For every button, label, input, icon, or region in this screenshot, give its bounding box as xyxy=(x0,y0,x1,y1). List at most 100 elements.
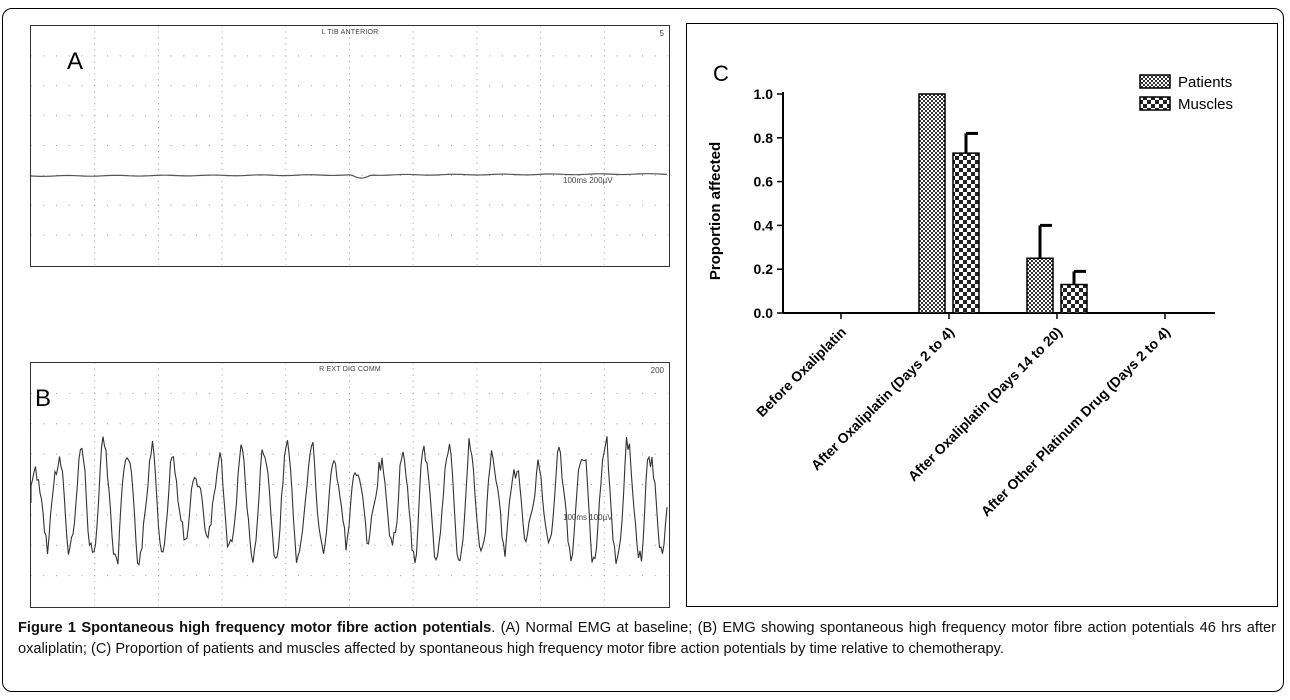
grid-dot xyxy=(412,139,414,141)
grid-dot xyxy=(285,411,287,413)
grid-dot xyxy=(145,575,147,577)
grid-dot xyxy=(667,544,668,546)
emg-b-scale: 100ms 100µV xyxy=(563,513,613,522)
grid-dot xyxy=(349,569,350,571)
grid-dot xyxy=(463,174,465,176)
grid-dot xyxy=(642,145,644,146)
grid-dot xyxy=(412,429,414,431)
grid-dot xyxy=(629,514,631,516)
grid-dot xyxy=(349,502,350,504)
grid-dot xyxy=(603,374,605,376)
grid-dot xyxy=(654,204,656,206)
grid-dot xyxy=(654,453,656,455)
grid-dot xyxy=(349,490,350,492)
grid-dot xyxy=(132,145,134,146)
grid-dot xyxy=(578,115,580,117)
grid-dot xyxy=(412,423,414,425)
grid-dot xyxy=(170,544,172,546)
grid-dot xyxy=(603,502,605,504)
grid-dot xyxy=(540,587,542,589)
grid-dot xyxy=(94,398,96,400)
grid-dot xyxy=(43,575,45,577)
grid-dot xyxy=(374,575,376,577)
grid-dot xyxy=(540,562,542,564)
grid-dot xyxy=(603,145,605,146)
grid-dot xyxy=(603,556,605,558)
grid-dot xyxy=(349,37,350,39)
grid-dot xyxy=(578,392,580,394)
grid-dot xyxy=(489,115,491,117)
grid-dot xyxy=(540,198,542,200)
grid-dot xyxy=(399,575,401,577)
grid-dot xyxy=(489,145,491,146)
grid-dot xyxy=(476,67,478,69)
emg-trace-a xyxy=(31,173,668,179)
grid-dot xyxy=(642,484,644,485)
grid-dot xyxy=(94,156,96,158)
grid-dot xyxy=(145,145,147,146)
grid-dot xyxy=(540,423,542,425)
grid-dot xyxy=(476,216,478,218)
grid-dot xyxy=(603,216,605,218)
grid-dot xyxy=(145,115,147,117)
grid-dot xyxy=(221,121,223,123)
grid-dot xyxy=(94,605,96,606)
grid-dot xyxy=(31,392,32,394)
grid-dot xyxy=(463,392,465,394)
grid-dot xyxy=(349,581,350,583)
grid-dot xyxy=(565,234,567,236)
grid-dot xyxy=(501,544,503,546)
grid-dot xyxy=(591,234,593,236)
grid-dot xyxy=(565,575,567,577)
grid-dot xyxy=(157,180,159,182)
grid-dot xyxy=(349,258,350,260)
grid-dot xyxy=(425,484,427,485)
grid-dot xyxy=(540,139,542,141)
grid-dot xyxy=(349,162,350,164)
grid-dot xyxy=(94,496,96,498)
grid-dot xyxy=(94,569,96,571)
grid-dot xyxy=(603,514,605,516)
grid-dot xyxy=(540,520,542,522)
grid-dot xyxy=(603,210,605,212)
grid-dot xyxy=(157,502,159,504)
grid-dot xyxy=(285,423,287,425)
grid-dot xyxy=(476,73,478,75)
grid-dot xyxy=(310,145,312,146)
grid-dot xyxy=(387,115,389,117)
grid-dot xyxy=(157,61,159,63)
grid-dot xyxy=(578,85,580,87)
grid-dot xyxy=(476,49,478,51)
grid-dot xyxy=(412,67,414,69)
grid-dot xyxy=(106,204,108,206)
grid-dot xyxy=(552,85,554,87)
grid-dot xyxy=(489,204,491,206)
grid-dot xyxy=(476,162,478,164)
grid-dot xyxy=(31,145,32,146)
grid-dot xyxy=(285,73,287,75)
grid-dot xyxy=(540,490,542,492)
grid-dot xyxy=(285,581,287,583)
grid-dot xyxy=(578,423,580,425)
grid-dot xyxy=(221,61,223,63)
grid-dot xyxy=(157,417,159,419)
grid-dot xyxy=(476,484,478,485)
grid-dot xyxy=(81,575,83,577)
x-tick-label: Before Oxaliplatin xyxy=(753,324,849,420)
grid-dot xyxy=(654,392,656,394)
grid-dot xyxy=(94,392,96,394)
grid-dot xyxy=(603,139,605,141)
grid-dot xyxy=(374,204,376,206)
grid-dot xyxy=(476,526,478,528)
grid-dot xyxy=(183,234,185,236)
grid-dot xyxy=(603,174,605,176)
grid-dot xyxy=(170,514,172,516)
grid-dot xyxy=(412,526,414,528)
grid-dot xyxy=(412,156,414,158)
grid-dot xyxy=(285,386,287,388)
grid-dot xyxy=(119,85,121,87)
grid-dot xyxy=(476,204,478,206)
grid-dot xyxy=(438,55,440,57)
grid-dot xyxy=(157,453,159,455)
grid-dot xyxy=(399,174,401,176)
